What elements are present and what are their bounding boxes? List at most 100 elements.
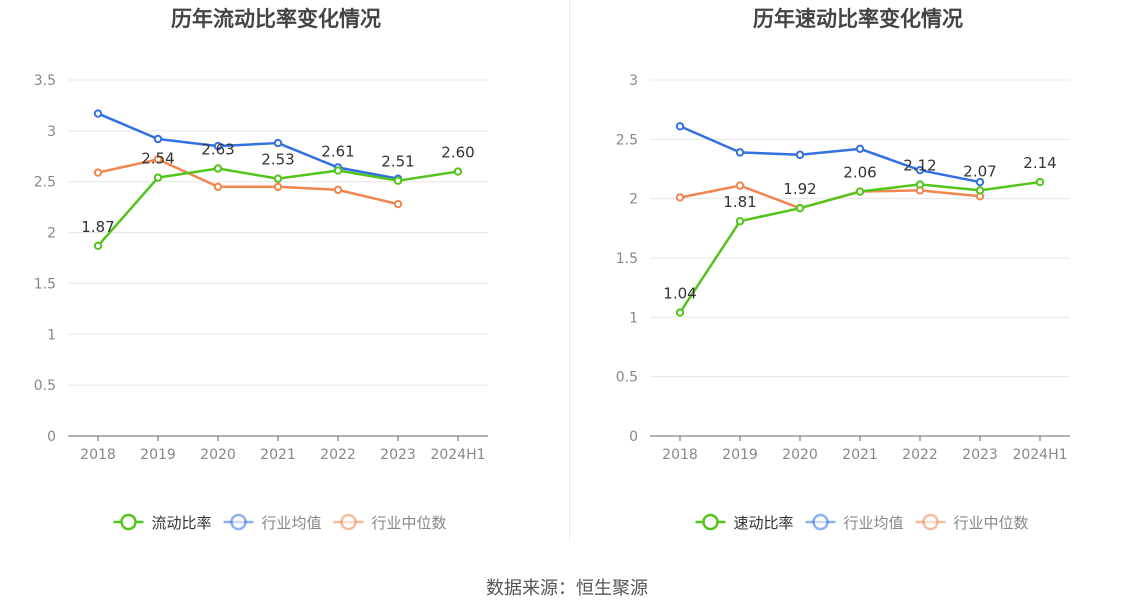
legend-marker [230,513,247,531]
data-point [93,168,103,177]
y-tick-label: 2 [629,192,638,208]
legend-label: 行业中位数 [372,514,447,532]
y-tick-label: 0.5 [616,370,638,386]
legend-marker [812,513,829,531]
data-point [393,199,403,209]
x-tick-label: 2020 [200,447,236,463]
y-tick-label: 1.5 [616,251,638,267]
data-point [393,176,403,185]
data-point [93,109,103,118]
chart-title: 历年流动比率变化情况 [171,7,381,31]
x-tick-label: 2024H1 [1012,447,1067,463]
data-point [153,173,163,182]
data-label: 1.04 [663,285,696,303]
data-point [93,241,103,250]
data-label: 2.54 [141,150,174,168]
data-point [675,122,685,131]
y-tick-label: 3 [47,124,56,140]
data-source-note: 数据来源：恒生聚源 [486,578,648,599]
y-tick-label: 0 [629,429,638,445]
data-point [735,217,745,226]
x-tick-label: 2019 [140,447,176,463]
legend-item-2: 行业均值 [223,513,322,532]
data-label: 2.07 [963,162,996,180]
data-point [153,134,163,144]
data-label: 1.87 [81,218,114,236]
data-point [153,155,163,164]
data-label: 1.92 [783,180,816,198]
legend-item-3: 行业中位数 [333,513,447,532]
y-tick-label: 1 [629,310,638,326]
data-point [273,174,283,183]
y-tick-label: 1 [47,327,56,343]
legend-label: 速动比率 [734,514,794,532]
data-point [915,165,925,175]
x-tick-label: 2024H1 [430,447,485,463]
chart-panel-2: 历年速动比率变化情况 0 0.5 1 1.5 2 2.5 3 2018 2019 2020 2021 2… [616,7,1070,532]
legend-item-3: 行业中位数 [915,513,1029,532]
panel-divider [569,0,570,542]
y-tick-label: 2 [47,226,56,242]
data-point [213,164,223,173]
y-tick-label: 2.5 [616,132,638,148]
chart-title: 历年速动比率变化情况 [753,7,963,31]
data-label: 2.60 [441,144,474,162]
data-point [453,167,463,176]
data-point [735,148,745,157]
data-point [1035,177,1045,187]
y-tick-label: 0 [47,429,56,445]
x-tick-label: 2019 [722,447,758,463]
x-tick-label: 2021 [260,447,296,463]
y-tick-label: 0.5 [34,378,56,394]
data-point [675,193,685,202]
data-point [675,308,685,317]
data-point [333,166,343,175]
y-tick-label: 3 [629,73,638,89]
data-point [915,180,925,189]
x-tick-label: 2018 [662,447,698,463]
y-tick-label: 2.5 [34,175,56,191]
data-point [855,144,865,154]
legend-label: 行业均值 [844,514,904,532]
y-tick-label: 3.5 [34,73,56,89]
x-tick-label: 2022 [320,447,356,463]
legend-label: 行业中位数 [954,514,1029,532]
legend-marker [340,513,357,531]
legend-marker [702,513,719,531]
data-label: 2.51 [381,153,414,171]
legend-item-1: 速动比率 [695,513,794,532]
data-point [975,177,985,187]
data-point [213,182,223,192]
data-label: 2.12 [903,156,936,174]
data-point [213,141,223,151]
data-point [855,187,865,196]
data-point [795,150,805,159]
y-tick-label: 1.5 [34,276,56,292]
data-point [273,138,283,148]
x-tick-label: 2018 [80,447,116,463]
data-point [333,185,343,195]
series-line-2 [679,125,981,184]
x-tick-label: 2021 [842,447,878,463]
legend-item-2: 行业均值 [805,513,904,532]
series-line-3 [97,158,399,206]
series-line-2 [97,112,399,180]
data-label: 2.53 [261,151,294,169]
legend-label: 行业均值 [262,514,322,532]
x-tick-label: 2022 [902,447,938,463]
data-point [735,181,745,190]
data-point [273,182,283,192]
data-label: 2.06 [843,164,876,182]
x-tick-label: 2023 [380,447,416,463]
data-label: 2.63 [201,140,234,158]
x-tick-label: 2020 [782,447,818,463]
legend-label: 流动比率 [152,514,212,532]
x-tick-label: 2023 [962,447,998,463]
data-point [975,186,985,195]
data-label: 1.81 [723,193,756,211]
legend-item-1: 流动比率 [113,513,212,532]
data-label: 2.61 [321,143,354,161]
